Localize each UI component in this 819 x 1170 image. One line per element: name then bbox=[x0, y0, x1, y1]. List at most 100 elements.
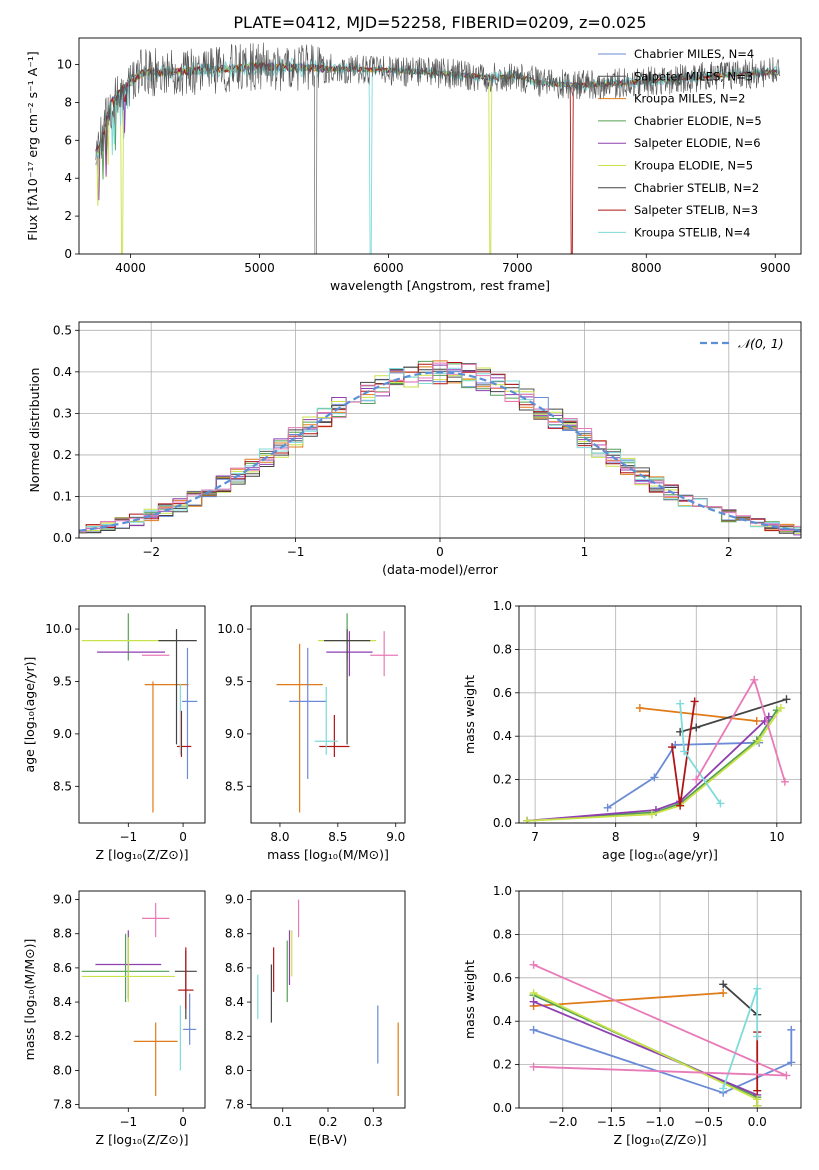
y-tick-label: 0.2 bbox=[493, 1058, 512, 1072]
weight-marker bbox=[529, 960, 538, 969]
y-tick-label: 0.4 bbox=[493, 729, 512, 743]
chart-age-vs-mass: 8.0 8.5 9.0 8.5 9.0 9.5 10.0 mass [log₁₀(M/M⊙)] bbox=[217, 605, 406, 862]
x-tick-label: 5000 bbox=[244, 261, 275, 275]
weight-series bbox=[527, 707, 782, 822]
y-tick-label: 0.5 bbox=[53, 323, 72, 337]
weight-series bbox=[722, 983, 758, 1016]
plot-area bbox=[276, 613, 399, 813]
weight-marker bbox=[529, 1025, 538, 1034]
axes-frame bbox=[78, 605, 206, 824]
legend-label: Chabrier MILES, N=4 bbox=[634, 47, 754, 61]
weight-marker bbox=[692, 775, 701, 784]
legend-label: Kroupa ELODIE, N=5 bbox=[634, 159, 753, 173]
plot-area bbox=[257, 899, 399, 1097]
plot-area bbox=[529, 960, 796, 1108]
axes-frame bbox=[78, 890, 206, 1109]
weight-marker bbox=[692, 723, 701, 732]
weight-marker bbox=[603, 803, 612, 812]
plot-area bbox=[81, 613, 198, 813]
x-tick-label: 9 bbox=[692, 830, 700, 844]
x-axis-label: Z [log₁₀(Z/Z⊙)] bbox=[614, 1132, 707, 1147]
y-tick-label: 8.2 bbox=[225, 1029, 244, 1043]
panels: Chabrier MILES, N=4 Salpeter MILES, N=3 Kr… bbox=[22, 37, 802, 1147]
chart-weight-vs-age: 7 8 9 10 0.0 0.2 0.4 0.6 0.8 1.0 age [log₁₀(age/yr… bbox=[462, 599, 802, 862]
weight-marker bbox=[680, 747, 689, 756]
y-tick-label: 10 bbox=[57, 58, 72, 72]
weight-series bbox=[639, 707, 757, 722]
y-tick-label: 0.8 bbox=[493, 927, 512, 941]
x-tick-label: −1.5 bbox=[597, 1115, 626, 1129]
x-tick-label: −0.5 bbox=[694, 1115, 723, 1129]
weight-marker bbox=[752, 717, 761, 726]
weight-marker bbox=[755, 736, 764, 745]
x-tick-label: 0 bbox=[436, 545, 444, 559]
weight-marker bbox=[719, 988, 728, 997]
x-tick-label: 8 bbox=[612, 830, 620, 844]
weight-series bbox=[527, 716, 770, 822]
y-tick-label: 8.2 bbox=[53, 1029, 72, 1043]
y-tick-label: 0.6 bbox=[493, 686, 512, 700]
y-axis-label: Normed distribution bbox=[27, 368, 42, 493]
x-axis-label: E(B-V) bbox=[309, 1132, 348, 1147]
y-tick-label: 0.0 bbox=[493, 816, 512, 830]
y-tick-label: 8.8 bbox=[53, 927, 72, 941]
y-tick-label: 9.0 bbox=[53, 727, 72, 741]
histogram-series bbox=[79, 362, 801, 533]
y-tick-label: 0.6 bbox=[493, 971, 512, 985]
x-tick-label: 0.0 bbox=[748, 1115, 767, 1129]
y-tick-label: 8.4 bbox=[225, 995, 244, 1009]
weight-marker bbox=[719, 980, 728, 989]
weight-marker bbox=[750, 675, 759, 684]
weight-series bbox=[527, 709, 778, 822]
axes-frame bbox=[518, 605, 802, 824]
weight-marker bbox=[676, 699, 685, 708]
y-tick-label: 9.0 bbox=[53, 893, 72, 907]
legend-label: Salpeter MILES, N=3 bbox=[634, 69, 753, 83]
x-axis-label: Z [log₁₀(Z/Z⊙)] bbox=[96, 1132, 189, 1147]
y-tick-label: 8 bbox=[64, 95, 72, 109]
y-tick-label: 0.2 bbox=[53, 448, 72, 462]
y-tick-label: 10.0 bbox=[217, 622, 244, 636]
y-tick-label: 9.0 bbox=[225, 727, 244, 741]
y-axis-label: mass weight bbox=[462, 960, 477, 1039]
x-tick-label: 4000 bbox=[115, 261, 146, 275]
x-tick-label: 9.0 bbox=[386, 830, 405, 844]
x-axis-label: (data-model)/error bbox=[382, 562, 499, 577]
y-tick-label: 8.4 bbox=[53, 995, 72, 1009]
y-tick-label: 8.0 bbox=[53, 1063, 72, 1077]
spectrum-series bbox=[95, 42, 781, 254]
x-axis-label: wavelength [Angstrom, rest frame] bbox=[330, 278, 550, 293]
weight-marker bbox=[753, 984, 762, 993]
y-axis-label: mass weight bbox=[462, 675, 477, 754]
x-axis-label: age [log₁₀(age/yr)] bbox=[602, 847, 718, 862]
legend: Chabrier MILES, N=4 Salpeter MILES, N=3 Kr… bbox=[598, 47, 762, 239]
x-tick-label: 0.3 bbox=[364, 1115, 383, 1129]
plot-area bbox=[81, 902, 197, 1097]
y-tick-label: 0 bbox=[64, 247, 72, 261]
weight-marker bbox=[529, 1062, 538, 1071]
y-tick-label: 6 bbox=[64, 133, 72, 147]
legend-label: Salpeter STELIB, N=3 bbox=[634, 203, 758, 217]
x-tick-label: 6000 bbox=[373, 261, 404, 275]
plot-area bbox=[79, 360, 801, 536]
x-tick-label: −1 bbox=[119, 830, 137, 844]
y-axis-label: Flux [fλ10⁻¹⁷ erg cm⁻² s⁻¹ A⁻¹] bbox=[25, 51, 40, 240]
x-tick-label: 9000 bbox=[760, 261, 791, 275]
y-axis-label: mass [log₁₀(M/M⊙)] bbox=[22, 939, 37, 1061]
axes-frame bbox=[250, 890, 406, 1109]
legend-label: Chabrier ELODIE, N=5 bbox=[634, 114, 762, 128]
x-tick-label: −2 bbox=[142, 545, 160, 559]
weight-marker bbox=[647, 810, 656, 819]
weight-marker bbox=[690, 697, 699, 706]
weight-marker bbox=[787, 1058, 796, 1067]
x-tick-label: −1 bbox=[287, 545, 305, 559]
weight-series bbox=[695, 677, 786, 783]
weight-marker bbox=[780, 777, 789, 786]
x-tick-label: −1.0 bbox=[645, 1115, 674, 1129]
y-tick-label: 9.5 bbox=[225, 674, 244, 688]
weight-marker bbox=[753, 1032, 762, 1041]
axes-frame bbox=[78, 37, 802, 255]
weight-marker bbox=[529, 988, 538, 997]
y-axis-label: age [log₁₀(age/yr)] bbox=[22, 657, 37, 773]
y-tick-label: 10.0 bbox=[45, 622, 72, 636]
